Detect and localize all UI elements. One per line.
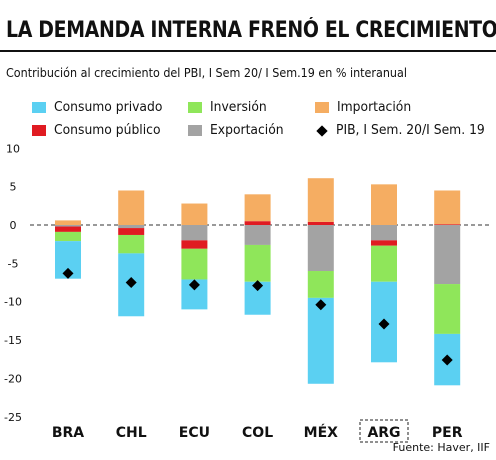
bar-consumo-publico (244, 221, 271, 225)
bar-importacion (55, 220, 81, 225)
bar-inversion (55, 231, 81, 242)
chart-subtitle: Contribución al crecimiento del PBI, I S… (6, 66, 407, 80)
legend-swatch-importacion (315, 102, 329, 113)
bar-inversion (307, 271, 334, 298)
y-tick-label: -15 (4, 334, 22, 347)
legend-swatch-consumo-privado (32, 102, 46, 113)
bar-importacion (371, 184, 397, 225)
title-divider (0, 50, 496, 52)
legend-label-inversion: Inversión (210, 100, 267, 115)
y-tick-label: 5 (10, 181, 17, 194)
x-tick-label: MÉX (304, 424, 338, 441)
y-tick-label: -20 (4, 372, 22, 385)
y-tick-label: 10 (6, 142, 20, 155)
pib-marker (62, 267, 74, 279)
bar-importacion (118, 190, 145, 225)
x-tick-label: ECU (179, 425, 210, 441)
y-tick-label: -5 (8, 257, 19, 270)
bar-consumo-privado (307, 297, 334, 384)
pib-marker (378, 318, 390, 330)
bar-importacion (244, 194, 271, 222)
chart-title: LA DEMANDA INTERNA FRENÓ EL CRECIMIENTO (6, 18, 496, 43)
bar-inversion (118, 234, 145, 254)
bar-exportacion (434, 225, 461, 285)
x-tick-label: COL (242, 425, 273, 441)
bar-consumo-publico (434, 224, 461, 225)
pib-marker (125, 277, 137, 289)
bar-exportacion (371, 225, 397, 241)
legend-item-inversion: Inversión (188, 100, 270, 115)
legend-item-pib: PIB, I Sem. 20/I Sem. 19 (315, 123, 493, 138)
legend-label-consumo-privado: Consumo privado (54, 100, 163, 115)
legend-swatch-inversion (188, 102, 202, 113)
bar-consumo-publico (55, 226, 81, 232)
legend-swatch-consumo-publico (32, 125, 46, 136)
bar-consumo-publico (118, 228, 145, 235)
legend-item-exportacion: Exportación (188, 123, 287, 138)
pib-marker (441, 354, 453, 366)
bar-exportacion (55, 225, 81, 227)
legend-label-importacion: Importación (337, 100, 412, 115)
bar-exportacion (244, 225, 271, 245)
x-tick-label: ARG (367, 425, 400, 441)
bar-importacion (307, 178, 334, 222)
legend-label-exportacion: Exportación (210, 123, 284, 138)
bar-exportacion (307, 225, 334, 272)
legend-swatch-exportacion (188, 125, 202, 136)
bar-inversion (181, 248, 208, 280)
legend-item-consumo-publico: Consumo público (32, 123, 166, 138)
pib-marker (315, 299, 327, 311)
legend-item-importacion: Importación (315, 100, 415, 115)
bar-inversion (371, 245, 397, 282)
legend-item-consumo-privado: Consumo privado (32, 100, 168, 115)
x-tick-label: BRA (52, 425, 84, 441)
y-tick-label: 0 (10, 219, 17, 232)
legend-label-consumo-publico: Consumo público (54, 123, 161, 138)
y-tick-label: -10 (4, 296, 22, 309)
pib-marker (188, 279, 200, 291)
bar-exportacion (181, 225, 208, 241)
bar-importacion (434, 190, 461, 225)
bar-inversion (434, 284, 461, 334)
bar-inversion (244, 244, 271, 282)
y-tick-label: -25 (4, 411, 22, 424)
bar-exportacion (118, 225, 145, 229)
pib-marker (252, 280, 264, 292)
bar-importacion (181, 203, 208, 225)
x-tick-label: PER (432, 425, 463, 441)
bar-consumo-publico (371, 240, 397, 246)
x-tick-label: CHL (116, 425, 147, 441)
bar-consumo-publico (307, 221, 334, 225)
legend-label-pib: PIB, I Sem. 20/I Sem. 19 (336, 123, 485, 138)
source-note: Fuente: Haver, IIF (392, 441, 490, 454)
bar-consumo-publico (181, 240, 208, 249)
